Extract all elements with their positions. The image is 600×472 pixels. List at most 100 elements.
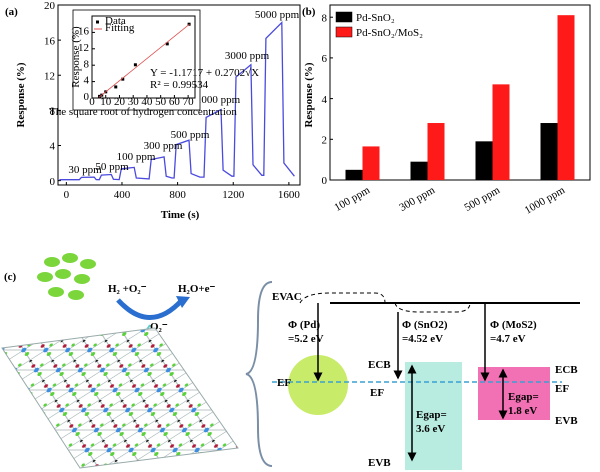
legend-swatch xyxy=(335,11,353,23)
y-tick-label: 16 xyxy=(44,35,56,47)
data-point xyxy=(121,77,125,81)
y-tick-label: 2 xyxy=(322,135,328,147)
arrow-head xyxy=(176,296,190,308)
bar xyxy=(540,123,558,180)
x-tick-label: 50 xyxy=(155,96,167,108)
y-tick-label: 0 xyxy=(50,176,56,188)
x-tick-label: 500 ppm xyxy=(462,184,502,214)
level-label: EF xyxy=(370,387,384,399)
phi-label: Φ (MoS2) xyxy=(490,319,537,331)
level-label: EVAC xyxy=(272,291,302,303)
y-tick-label: 4 xyxy=(322,94,328,106)
bar xyxy=(557,15,575,180)
fit-line xyxy=(98,23,190,98)
x-tick-label: 60 xyxy=(169,96,181,108)
y-tick-label: 12 xyxy=(78,42,89,54)
reaction-text: H₂O+e⁻ xyxy=(178,283,216,295)
plot-frame xyxy=(91,15,196,99)
reaction-text: H₂ +O₂⁻ xyxy=(108,283,147,295)
legend-label: Pd-SnO₂/MoS₂ xyxy=(356,27,423,39)
x-tick-label: 20 xyxy=(114,96,126,108)
level-label: EVB xyxy=(368,457,391,469)
inset-frame xyxy=(72,9,201,111)
bar xyxy=(492,84,510,180)
level-label: ECB xyxy=(555,364,578,376)
annotation: 5000 ppm xyxy=(255,9,300,21)
level-label: EF xyxy=(277,377,291,389)
x-tick-label: 40 xyxy=(141,96,153,108)
annotation: 1000 ppm xyxy=(196,94,241,106)
annotation: 300 ppm xyxy=(144,140,183,152)
bar xyxy=(475,141,493,180)
phi-value: =4.52 eV xyxy=(402,333,443,345)
data-point xyxy=(114,85,118,89)
r-squared: R² = 0.99534 xyxy=(150,79,209,91)
annotation: 30 ppm xyxy=(68,164,102,176)
level-label: EF xyxy=(555,383,569,395)
egap-label: Egap= xyxy=(508,391,539,403)
y-tick-label: 4 xyxy=(84,75,90,87)
legend-swatch xyxy=(335,26,353,38)
annotation: 100 ppm xyxy=(117,151,156,163)
panel-label: (b) xyxy=(302,6,316,18)
annotation: 50 ppm xyxy=(95,161,129,173)
annotation: 500 ppm xyxy=(171,129,210,141)
y-tick-label: 6 xyxy=(322,53,328,65)
inset-x-label: The square root of hydrogen concentratio… xyxy=(49,106,237,118)
sno2-band xyxy=(405,362,462,470)
x-tick-label: 10 xyxy=(100,96,112,108)
y-tick-label: 16 xyxy=(78,26,90,38)
bar xyxy=(362,146,380,180)
y-tick-label: 4 xyxy=(50,141,56,153)
mos2-band xyxy=(478,367,550,420)
brace xyxy=(245,281,273,467)
egap-value: 3.6 eV xyxy=(416,423,445,435)
bar xyxy=(427,123,445,180)
plot-frame xyxy=(57,4,301,186)
x-tick-label: 1000 ppm xyxy=(523,184,568,217)
y-tick-label: 8 xyxy=(322,12,328,24)
panel-label: (c) xyxy=(4,271,17,283)
y-axis-label: Response (%) xyxy=(15,62,27,127)
data-point xyxy=(165,42,169,46)
egap-label: Egap= xyxy=(416,409,447,421)
panel-label: (a) xyxy=(5,6,18,18)
bar xyxy=(410,161,428,180)
diagram: (c) H₂ +O₂⁻ H₂O+e⁻ O₂⁻ EVAC Φ (Pd) =5.2 … xyxy=(1,253,580,470)
bar xyxy=(345,169,363,180)
y-tick-label: 12 xyxy=(44,70,55,82)
data-point xyxy=(133,63,137,67)
y-tick-label: 0 xyxy=(84,91,90,103)
x-tick-label: 0 xyxy=(64,189,70,201)
pd-particle xyxy=(288,355,348,415)
annotation: 3000 ppm xyxy=(225,50,270,62)
y-tick-label: 0 xyxy=(322,175,328,187)
legend-label: Fitting xyxy=(105,22,135,34)
inset-y-label: Response (%) xyxy=(70,26,82,88)
response-curve xyxy=(59,21,295,181)
legend-swatch xyxy=(96,20,99,24)
phi-label: Φ (Pd) xyxy=(288,319,320,331)
x-tick-label: 100 ppm xyxy=(332,184,372,214)
y-tick-label: 8 xyxy=(84,58,90,70)
x-tick-label: 30 xyxy=(128,96,140,108)
band-bending xyxy=(299,292,471,313)
plot-frame xyxy=(329,4,591,181)
x-tick-label: 0 xyxy=(89,96,95,108)
arrows xyxy=(313,303,508,462)
reaction-arrow xyxy=(116,298,184,320)
y-tick-label: 8 xyxy=(50,106,56,118)
equation: Y = -1.1717 + 0.2702√X xyxy=(150,67,259,79)
x-tick-label: 70 xyxy=(183,96,195,108)
phi-value: =4.7 eV xyxy=(490,333,526,345)
y-axis-label: Response (%) xyxy=(303,62,315,127)
x-tick-label: 400 xyxy=(114,189,131,201)
level-label: ECB xyxy=(368,359,391,371)
legend-label: Data xyxy=(105,15,126,27)
x-tick-label: 800 xyxy=(169,189,186,201)
y-tick-label: 20 xyxy=(44,0,56,12)
gas-molecules xyxy=(37,253,96,300)
level-label: EVB xyxy=(555,415,578,427)
phi-value: =5.2 eV xyxy=(288,333,324,345)
